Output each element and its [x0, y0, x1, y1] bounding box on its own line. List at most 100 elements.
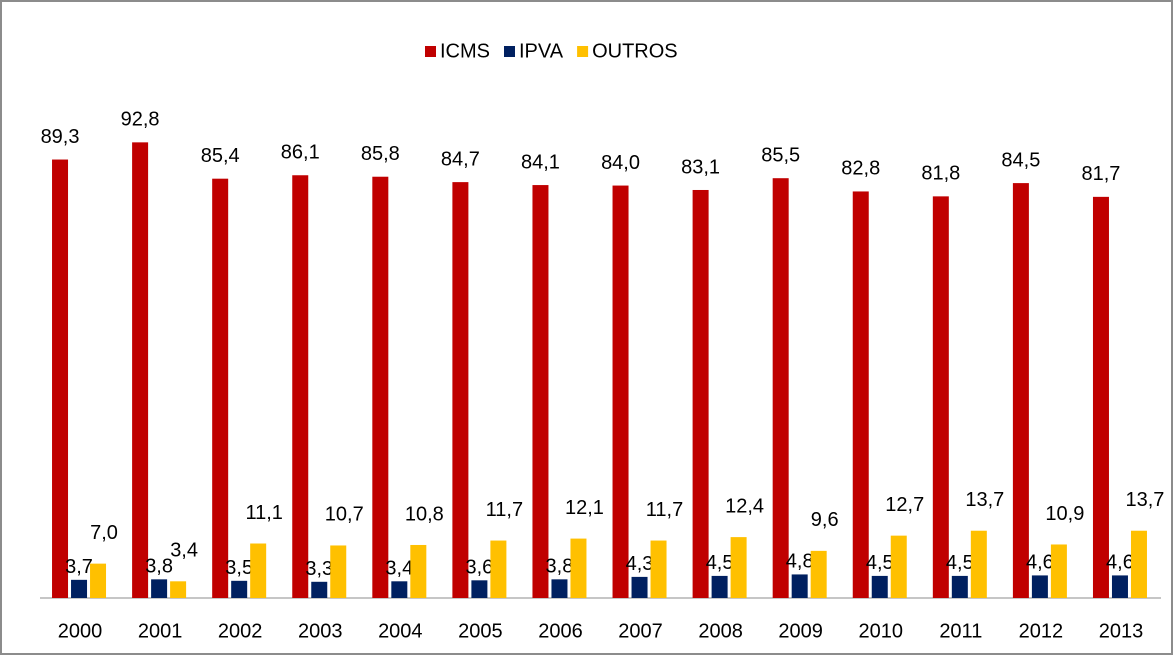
- x-tick-label: 2007: [618, 620, 663, 642]
- bar: [612, 185, 629, 598]
- bar: [772, 178, 789, 598]
- bar: [1092, 196, 1109, 598]
- x-tick-label: 2010: [859, 620, 904, 642]
- data-label: 3,4: [385, 558, 413, 580]
- data-label: 92,8: [121, 109, 160, 131]
- data-label: 3,5: [225, 557, 253, 579]
- bar: [852, 191, 869, 598]
- x-tick-label: 2011: [939, 620, 982, 642]
- bar: [1111, 575, 1128, 598]
- data-label: 13,7: [1125, 489, 1164, 511]
- legend-label: OUTROS: [592, 40, 678, 62]
- bar: [711, 575, 728, 598]
- data-label: 4,5: [946, 552, 974, 574]
- bar: [970, 530, 987, 598]
- legend-swatch: [577, 46, 589, 57]
- x-tick-label: 2002: [218, 620, 263, 642]
- x-tick-label: 2001: [138, 620, 183, 642]
- bar: [810, 550, 827, 598]
- x-tick-label: 2012: [1019, 620, 1064, 642]
- bar: [452, 182, 469, 599]
- x-tick-label: 2003: [298, 620, 343, 642]
- bar: [890, 535, 907, 598]
- x-tick-label: 2008: [698, 620, 743, 642]
- bar: [650, 540, 667, 598]
- data-label: 84,5: [1001, 149, 1040, 171]
- bar: [532, 185, 549, 598]
- legend-swatch: [425, 46, 436, 57]
- bar: [231, 580, 248, 598]
- bar: [250, 543, 267, 598]
- legend-label: IPVA: [519, 40, 564, 62]
- bar: [170, 581, 187, 598]
- bar: [372, 176, 389, 599]
- data-label: 4,6: [1106, 552, 1134, 574]
- x-tick-label: 2005: [458, 620, 503, 642]
- data-label: 10,9: [1045, 503, 1084, 525]
- data-label: 3,8: [546, 556, 574, 578]
- data-label: 86,1: [281, 142, 320, 164]
- data-label: 84,0: [601, 152, 640, 174]
- data-label: 3,4: [170, 540, 198, 562]
- bar: [71, 579, 88, 598]
- bar: [730, 537, 747, 598]
- bar: [52, 159, 69, 599]
- data-label: 11,7: [486, 499, 523, 521]
- bar: [330, 545, 347, 598]
- bar: [391, 581, 408, 598]
- x-tick-label: 2000: [58, 620, 103, 642]
- data-label: 89,3: [41, 126, 80, 148]
- data-label: 12,4: [725, 495, 764, 517]
- x-tick-label: 2013: [1099, 620, 1144, 642]
- bar: [1012, 183, 1029, 599]
- bar: [951, 575, 968, 598]
- data-label: 4,8: [786, 551, 814, 573]
- bar: [311, 581, 328, 598]
- data-label: 3,6: [465, 557, 493, 579]
- data-label: 85,4: [201, 145, 240, 167]
- bar: [871, 575, 888, 598]
- data-label: 83,1: [681, 156, 720, 178]
- data-label: 81,8: [921, 163, 960, 185]
- data-label: 84,7: [441, 148, 480, 170]
- data-label: 13,7: [965, 489, 1004, 511]
- data-label: 4,5: [706, 552, 734, 574]
- data-label: 11,7: [646, 499, 683, 521]
- bar: [212, 178, 229, 598]
- x-tick-label: 2006: [538, 620, 583, 642]
- bar: [791, 574, 808, 598]
- bar: [1130, 530, 1147, 598]
- bar: [551, 579, 568, 598]
- data-label: 3,7: [65, 556, 93, 578]
- x-tick-label: 2009: [778, 620, 823, 642]
- bar: [1031, 575, 1048, 598]
- bar: [490, 540, 507, 598]
- data-label: 10,8: [405, 503, 444, 525]
- data-label: 7,0: [90, 522, 118, 544]
- data-label: 4,5: [866, 552, 894, 574]
- bar: [1050, 544, 1067, 598]
- data-label: 11,1: [245, 502, 282, 524]
- data-label: 4,6: [1026, 552, 1054, 574]
- bar: [932, 196, 949, 598]
- data-label: 10,7: [325, 504, 364, 526]
- data-label: 12,7: [885, 494, 924, 516]
- data-label: 3,8: [145, 556, 173, 578]
- legend: ICMS IPVA OUTROS: [425, 40, 678, 62]
- bar: [292, 175, 309, 598]
- bar: [151, 579, 168, 598]
- data-label: 85,8: [361, 143, 400, 165]
- bar: [631, 576, 648, 598]
- data-label: 81,7: [1081, 163, 1120, 185]
- data-label: 82,8: [841, 158, 880, 180]
- legend-label: ICMS: [440, 40, 490, 62]
- x-tick-label: 2004: [378, 620, 423, 642]
- data-label: 84,1: [521, 151, 560, 173]
- bar: [471, 580, 488, 598]
- data-label: 4,3: [626, 553, 654, 575]
- bar: [570, 538, 587, 598]
- bar: [132, 142, 149, 599]
- data-label: 9,6: [811, 509, 839, 531]
- bar: [90, 563, 107, 598]
